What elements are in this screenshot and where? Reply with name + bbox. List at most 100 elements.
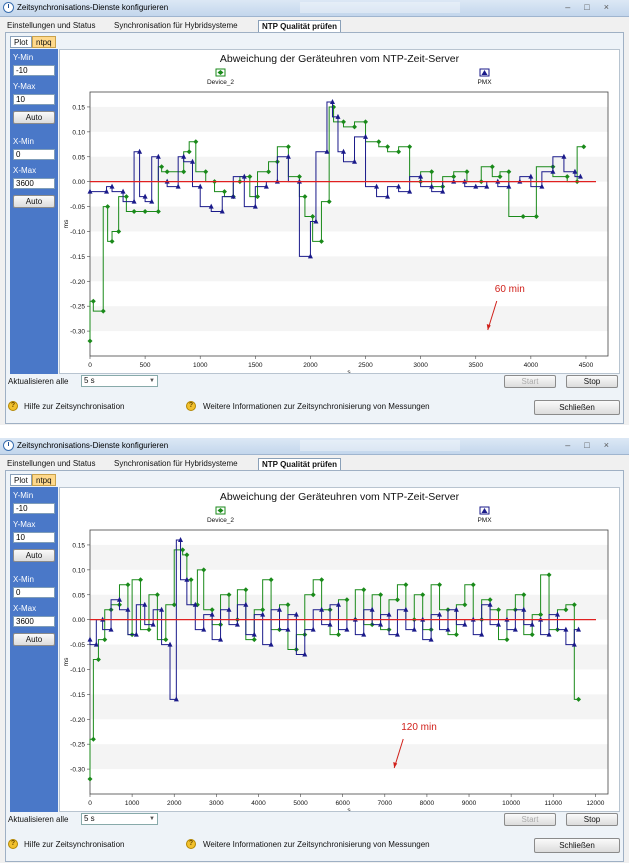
data-point: [361, 587, 367, 593]
data-point: [230, 193, 236, 199]
data-point: [394, 631, 400, 637]
data-point: [188, 577, 194, 583]
data-point: [155, 209, 161, 215]
data-point: [125, 582, 131, 588]
data-point: [131, 209, 137, 215]
data-point: [473, 183, 479, 189]
data-point: [116, 596, 122, 602]
y-tick-label: 0.05: [72, 154, 85, 161]
data-point: [123, 194, 129, 200]
x-auto-button[interactable]: Auto: [13, 633, 55, 646]
data-point: [327, 621, 333, 627]
refresh-interval-value: 5 s: [84, 376, 95, 385]
data-point: [546, 631, 552, 637]
tab-ntpq-log[interactable]: ntpq Log: [32, 36, 56, 59]
xmax-input[interactable]: 3600: [13, 178, 55, 189]
help-link-more-info[interactable]: Weitere Informationen zur Zeitsynchronis…: [203, 402, 430, 411]
data-point: [277, 606, 283, 612]
tab-hybridsysteme[interactable]: Synchronisation für Hybridsysteme: [114, 459, 238, 468]
data-point: [318, 238, 324, 244]
legend-label: Device_2: [207, 517, 234, 524]
xmax-input[interactable]: 3600: [13, 616, 55, 627]
help-link-sync[interactable]: Hilfe zur Zeitsynchronisation: [24, 840, 125, 849]
tab-ntpq-log[interactable]: ntpq Log: [32, 474, 56, 497]
x-tick-label: 4000: [251, 800, 266, 807]
ymax-input[interactable]: 10: [13, 532, 55, 543]
legend-label: PMX: [477, 517, 492, 524]
data-point: [571, 602, 577, 608]
config-window: Zeitsynchronisations-Dienste konfigurier…: [0, 0, 629, 425]
tab-hybridsysteme[interactable]: Synchronisation für Hybridsysteme: [114, 21, 238, 30]
stop-button[interactable]: Stop: [566, 813, 618, 826]
data-point: [550, 168, 556, 174]
maximize-icon[interactable]: □: [584, 2, 604, 12]
ymin-input[interactable]: -10: [13, 65, 55, 76]
data-point: [324, 148, 330, 154]
tab-plot[interactable]: Plot: [10, 36, 32, 48]
help-link-more-info[interactable]: Weitere Informationen zur Zeitsynchronis…: [203, 840, 430, 849]
tab-ntp-qualitaet[interactable]: NTP Qualität prüfen: [258, 458, 341, 470]
data-point: [302, 651, 308, 657]
data-point: [554, 611, 560, 617]
start-button[interactable]: Start: [504, 813, 556, 826]
data-point: [201, 626, 207, 632]
close-button[interactable]: Schließen: [534, 838, 620, 853]
x-tick-label: 2500: [358, 362, 373, 369]
data-point: [150, 621, 156, 627]
data-point: [521, 606, 527, 612]
x-tick-label: 4500: [579, 362, 594, 369]
y-auto-button[interactable]: Auto: [13, 549, 55, 562]
start-button[interactable]: Start: [504, 375, 556, 388]
plot-area: Abweichung der Geräteuhren vom NTP-Zeit-…: [59, 487, 620, 812]
maximize-icon[interactable]: □: [584, 440, 604, 450]
data-point: [255, 194, 261, 200]
close-button[interactable]: Schließen: [534, 400, 620, 415]
title-bar: Zeitsynchronisations-Dienste konfigurier…: [0, 0, 629, 17]
y-auto-button[interactable]: Auto: [13, 111, 55, 124]
xmin-input[interactable]: 0: [13, 149, 55, 160]
close-icon[interactable]: ×: [603, 440, 623, 450]
refresh-interval-select[interactable]: 5 s ▼: [81, 813, 158, 825]
refresh-interval-select[interactable]: 5 s ▼: [81, 375, 158, 387]
data-point: [529, 632, 535, 638]
tab-einstellungen[interactable]: Einstellungen und Status: [7, 21, 96, 30]
window-controls: –□×: [565, 2, 623, 12]
data-point: [87, 338, 93, 344]
data-point: [571, 641, 577, 647]
x-tick-label: 8000: [420, 800, 435, 807]
help-link-sync[interactable]: Hilfe zur Zeitsynchronisation: [24, 402, 125, 411]
data-point: [184, 552, 190, 558]
tab-plot[interactable]: Plot: [10, 474, 32, 486]
data-point: [116, 228, 122, 234]
grid-band: [90, 206, 608, 232]
refresh-label: Aktualisieren alle: [8, 815, 69, 824]
data-point: [105, 204, 111, 210]
grid-band: [90, 106, 608, 132]
data-point: [462, 621, 468, 627]
data-point: [208, 203, 214, 209]
x-tick-label: 0: [88, 362, 92, 369]
minimize-icon[interactable]: –: [565, 2, 585, 12]
grid-band: [90, 156, 608, 182]
xmin-input[interactable]: 0: [13, 587, 55, 598]
ymin-input[interactable]: -10: [13, 503, 55, 514]
close-icon[interactable]: ×: [603, 2, 623, 12]
data-point: [201, 567, 207, 573]
tab-einstellungen[interactable]: Einstellungen und Status: [7, 459, 96, 468]
tab-ntp-qualitaet[interactable]: NTP Qualität prüfen: [258, 20, 341, 32]
minimize-icon[interactable]: –: [565, 440, 585, 450]
data-point: [420, 592, 426, 598]
bottom-bar: Aktualisieren alle 5 s ▼ Start Stop: [6, 375, 623, 391]
data-point: [313, 218, 319, 224]
x-auto-button[interactable]: Auto: [13, 195, 55, 208]
data-point: [576, 626, 582, 632]
legend-marker: [481, 508, 488, 513]
data-point: [307, 253, 313, 259]
ymax-input[interactable]: 10: [13, 94, 55, 105]
title-bar-background-text: [300, 2, 460, 13]
data-point: [100, 308, 106, 314]
data-point: [186, 149, 192, 155]
stop-button[interactable]: Stop: [566, 375, 618, 388]
data-point: [576, 696, 582, 702]
data-point: [352, 158, 358, 164]
